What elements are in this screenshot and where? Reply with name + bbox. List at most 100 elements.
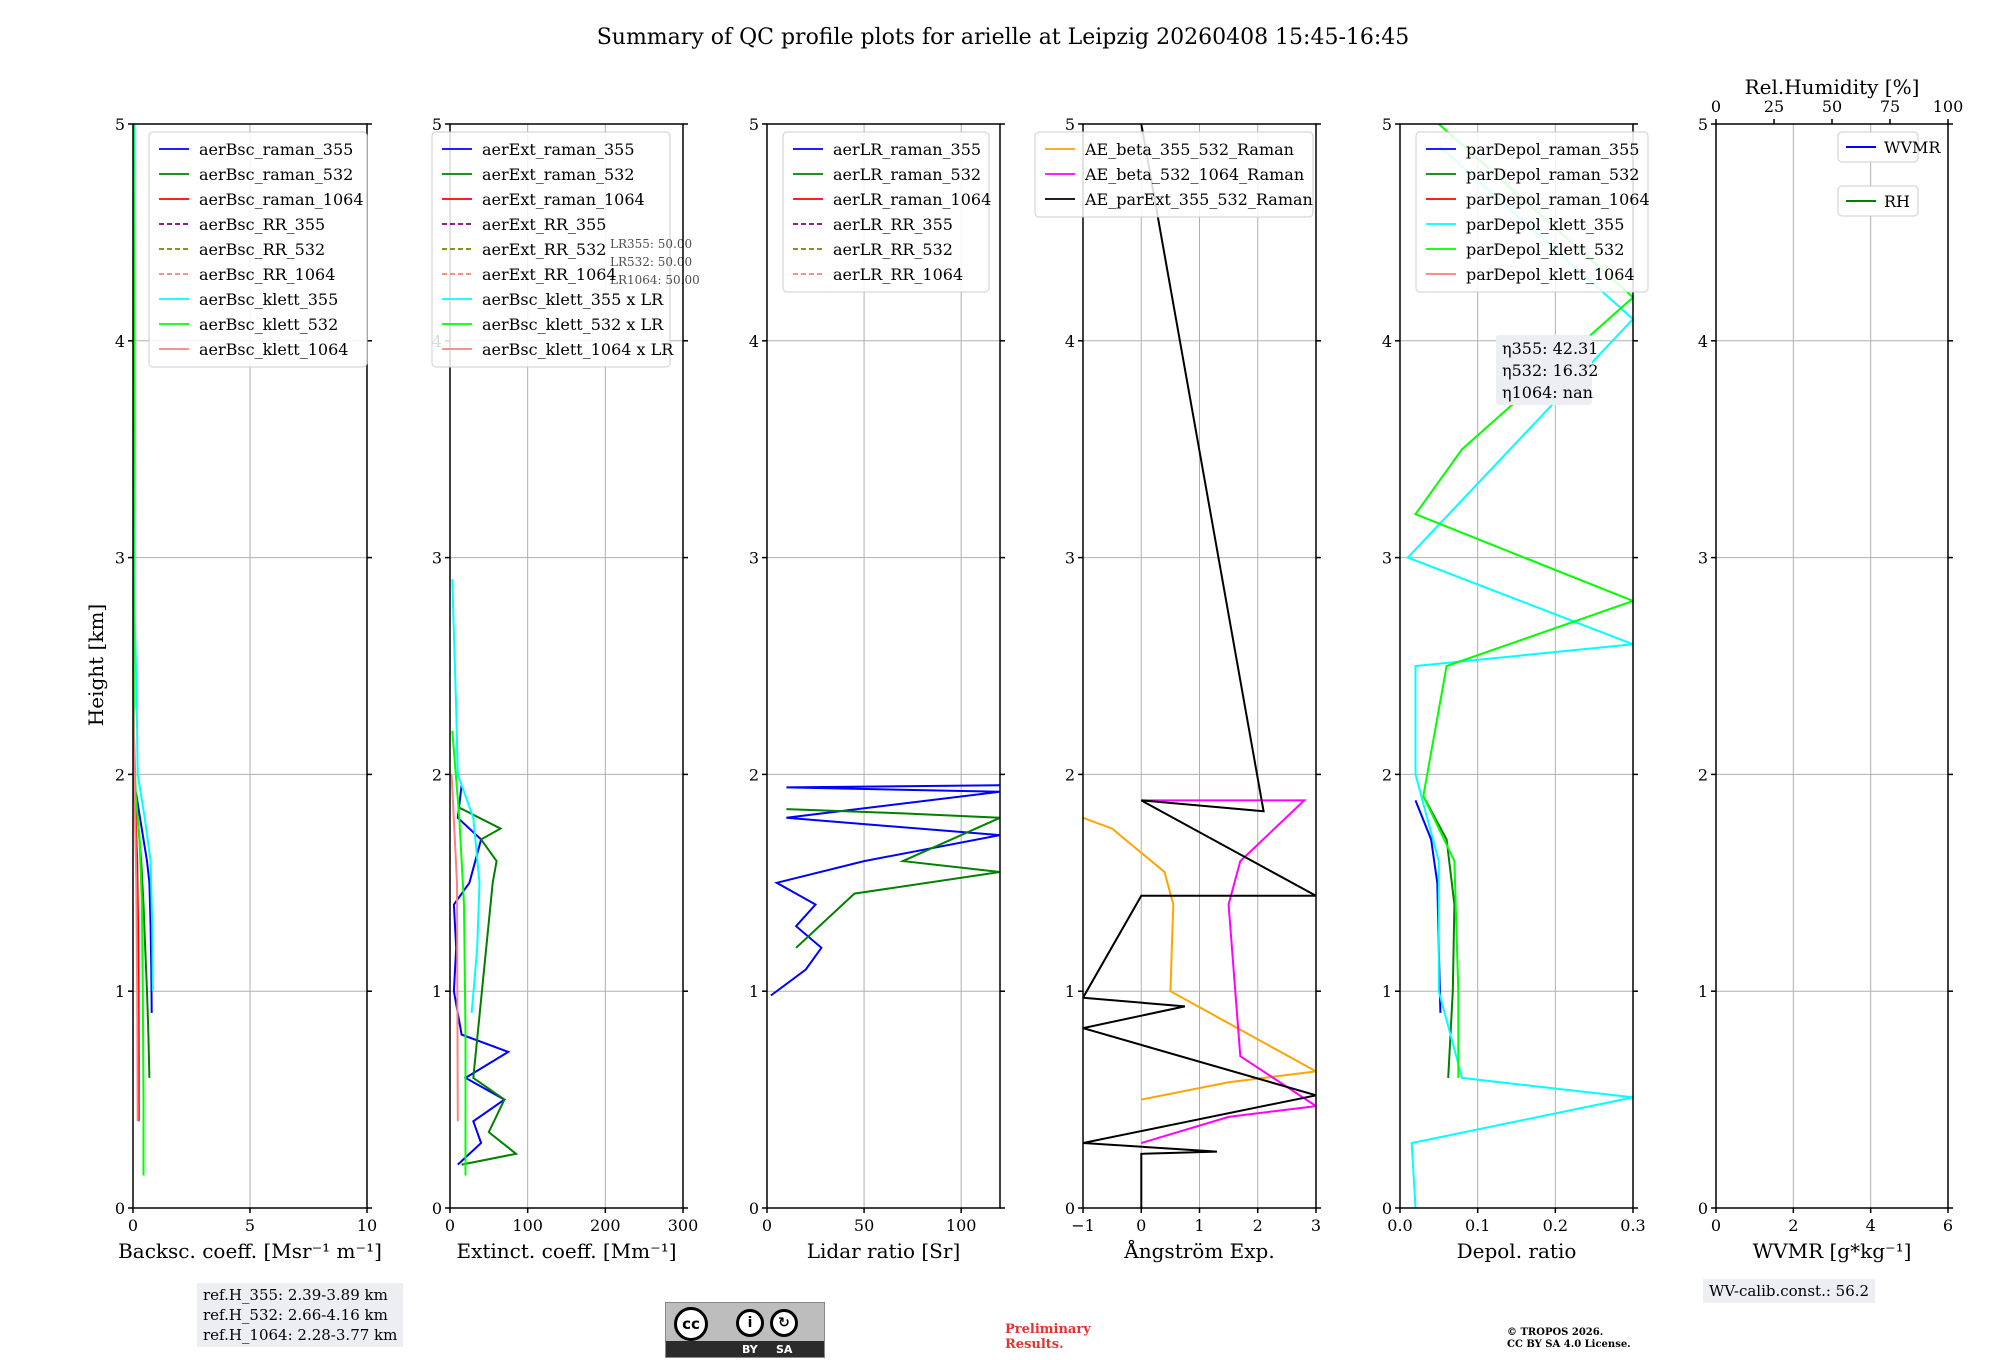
x-axis-label: WVMR [g*kg⁻¹] bbox=[1753, 1239, 1912, 1263]
axes-frame bbox=[449, 123, 684, 1209]
share-alike-icon: ↻ bbox=[770, 1309, 798, 1337]
x-axis-label: Backsc. coeff. [Msr⁻¹ m⁻¹] bbox=[118, 1239, 382, 1263]
legend-entry-aerExt_raman_1064: aerExt_raman_1064 bbox=[482, 190, 645, 209]
series-line-parDepol_raman_355 bbox=[1414, 800, 1442, 1013]
series-line-aerBsc_klett_1064 x LR bbox=[450, 774, 459, 1122]
legend-entry-aerExt_RR_532: aerExt_RR_532 bbox=[482, 240, 606, 259]
series-line-AE_beta_532_1064_Raman bbox=[1141, 799, 1316, 1144]
top-tick-label: 100 bbox=[1933, 97, 1964, 116]
y-tick-label: 2 bbox=[1698, 765, 1708, 784]
legend-box bbox=[1415, 131, 1649, 293]
legend-entry-aerBsc_klett_355: aerBsc_klett_355 bbox=[199, 290, 338, 309]
y-tick-label: 4 bbox=[1065, 332, 1075, 351]
lr-note: LR355: 50.00 bbox=[610, 237, 692, 251]
legend-entry-aerLR_raman_355: aerLR_raman_355 bbox=[833, 140, 981, 159]
legend-entry-parDepol_klett_1064: parDepol_klett_1064 bbox=[1466, 265, 1635, 284]
ref-height-532: ref.H_532: 2.66-4.16 km bbox=[203, 1306, 388, 1324]
x-axis-label: Depol. ratio bbox=[1457, 1239, 1577, 1263]
x-tick-label: 5 bbox=[245, 1216, 255, 1235]
y-tick-label: 4 bbox=[1382, 332, 1392, 351]
ref-height-355: ref.H_355: 2.39-3.89 km bbox=[203, 1286, 388, 1304]
eta-box bbox=[1496, 335, 1592, 405]
y-tick-label: 5 bbox=[432, 115, 442, 134]
y-tick-label: 0 bbox=[749, 1199, 759, 1218]
y-tick-label: 5 bbox=[1698, 115, 1708, 134]
axes-frame bbox=[766, 123, 1001, 1209]
cc-icon: cc bbox=[674, 1307, 708, 1341]
eta-value: η355: 42.31 bbox=[1502, 339, 1598, 358]
preliminary-note: Preliminary Results. bbox=[1005, 1322, 1145, 1352]
legend-entry-parDepol_raman_1064: parDepol_raman_1064 bbox=[1466, 190, 1650, 209]
y-tick-label: 3 bbox=[1382, 549, 1392, 568]
y-tick-label: 1 bbox=[749, 982, 759, 1001]
y-tick-label: 3 bbox=[432, 549, 442, 568]
y-tick-label: 4 bbox=[115, 332, 125, 351]
ref-heights-box: ref.H_355: 2.39-3.89 km ref.H_532: 2.66-… bbox=[197, 1283, 404, 1347]
y-tick-label: 5 bbox=[115, 115, 125, 134]
x-tick-label: 0 bbox=[762, 1216, 772, 1235]
legend-entry-aerBsc_klett_1064: aerBsc_klett_1064 bbox=[199, 340, 348, 359]
legend-entry-parDepol_klett_355: parDepol_klett_355 bbox=[1466, 215, 1624, 234]
top-tick-label: 75 bbox=[1880, 97, 1900, 116]
legend-box bbox=[782, 131, 990, 293]
y-tick-label: 1 bbox=[432, 982, 442, 1001]
x-tick-label: 2 bbox=[1253, 1216, 1263, 1235]
legend-box bbox=[431, 131, 671, 368]
y-axis-label: Height [km] bbox=[84, 604, 108, 726]
legend-entry-RH: RH bbox=[1884, 192, 1910, 211]
x-axis-label: Extinct. coeff. [Mm⁻¹] bbox=[456, 1239, 676, 1263]
x-tick-label: 200 bbox=[590, 1216, 621, 1235]
x-tick-label: 0.2 bbox=[1543, 1216, 1568, 1235]
legend-entry-AE_beta_355_532_Raman: AE_beta_355_532_Raman bbox=[1084, 140, 1294, 159]
legend-entry-aerExt_raman_532: aerExt_raman_532 bbox=[482, 165, 635, 184]
legend-entry-aerBsc_RR_355: aerBsc_RR_355 bbox=[199, 215, 325, 234]
series-line-AE_beta_355_532_Raman bbox=[1083, 816, 1316, 1101]
legend-entry-aerLR_raman_1064: aerLR_raman_1064 bbox=[833, 190, 991, 209]
top-tick-label: 50 bbox=[1822, 97, 1842, 116]
legend-entry-aerExt_RR_1064: aerExt_RR_1064 bbox=[482, 265, 617, 284]
series-line-aerLR_raman_355 bbox=[770, 784, 1000, 997]
series-line-aerExt_raman_532 bbox=[457, 806, 519, 1166]
lr-note: LR532: 50.00 bbox=[610, 255, 692, 269]
y-tick-label: 1 bbox=[1382, 982, 1392, 1001]
preliminary-line-2: Results. bbox=[1005, 1337, 1064, 1352]
x-tick-label: 0 bbox=[128, 1216, 138, 1235]
x-tick-label: 300 bbox=[668, 1216, 699, 1235]
x-tick-label: 50 bbox=[854, 1216, 874, 1235]
axes-frame bbox=[1399, 123, 1634, 1209]
x-tick-label: 10 bbox=[357, 1216, 377, 1235]
copyright-note: © TROPOS 2026. CC BY SA 4.0 License. bbox=[1507, 1327, 1707, 1351]
y-tick-label: 2 bbox=[749, 765, 759, 784]
legend-box bbox=[1837, 131, 1919, 163]
y-tick-label: 1 bbox=[1065, 982, 1075, 1001]
legend-entry-parDepol_raman_532: parDepol_raman_532 bbox=[1466, 165, 1639, 184]
panel-1: 0 1 2 3 4 5 0 5 10 Backsc. coeff. [Msr⁻¹ m⁻¹] aerB… bbox=[115, 115, 382, 1263]
cc-license-badge[interactable]: cc i ↻ BY SA bbox=[665, 1302, 825, 1358]
y-tick-label: 3 bbox=[1698, 549, 1708, 568]
legend-entry-aerBsc_raman_532: aerBsc_raman_532 bbox=[199, 165, 353, 184]
series-line-aerLR_raman_532 bbox=[786, 808, 1000, 949]
legend-entry-AE_parExt_355_532_Raman: AE_parExt_355_532_Raman bbox=[1084, 190, 1313, 209]
y-tick-label: 5 bbox=[1065, 115, 1075, 134]
x-tick-label: 0 bbox=[1711, 1216, 1721, 1235]
axes-frame bbox=[132, 123, 368, 1209]
y-tick-label: 3 bbox=[749, 549, 759, 568]
legend-entry-aerBsc_raman_355: aerBsc_raman_355 bbox=[199, 140, 353, 159]
legend-entry-parDepol_klett_532: parDepol_klett_532 bbox=[1466, 240, 1624, 259]
x-tick-label: 100 bbox=[512, 1216, 543, 1235]
legend-entry-aerLR_RR_355: aerLR_RR_355 bbox=[833, 215, 953, 234]
y-tick-label: 1 bbox=[1698, 982, 1708, 1001]
y-tick-label: 0 bbox=[1698, 1199, 1708, 1218]
x-tick-label: 100 bbox=[946, 1216, 977, 1235]
top-tick-label: 0 bbox=[1711, 97, 1721, 116]
eta-value: η1064: nan bbox=[1502, 383, 1593, 402]
legend-entry-WVMR: WVMR bbox=[1884, 138, 1941, 157]
copyright-line-2: CC BY SA 4.0 License. bbox=[1507, 1339, 1631, 1350]
x-tick-label: 0 bbox=[1136, 1216, 1146, 1235]
x-tick-label: 0.0 bbox=[1387, 1216, 1412, 1235]
y-tick-label: 2 bbox=[115, 765, 125, 784]
ref-height-1064: ref.H_1064: 2.28-3.77 km bbox=[203, 1326, 398, 1344]
legend-entry-aerLR_RR_532: aerLR_RR_532 bbox=[833, 240, 953, 259]
